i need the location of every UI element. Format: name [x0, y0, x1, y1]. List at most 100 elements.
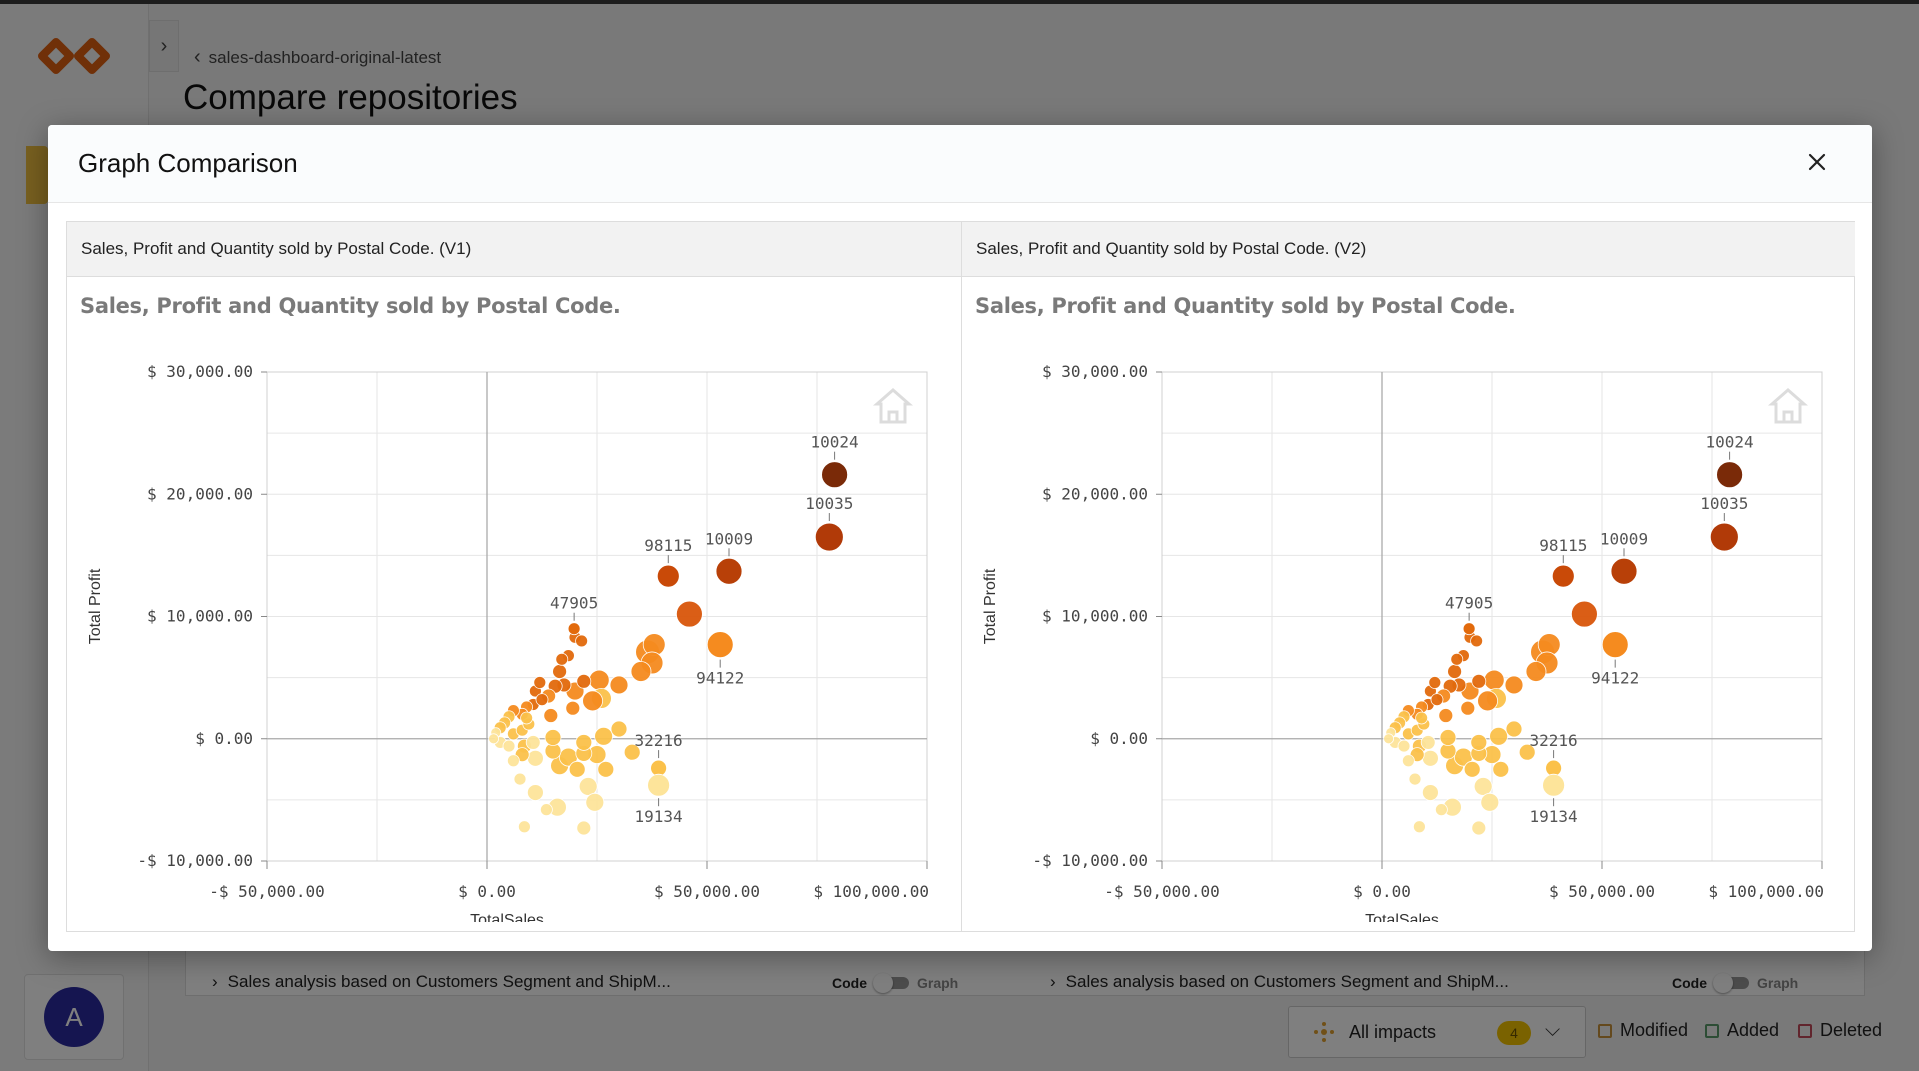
modal-header: Graph Comparison — [48, 125, 1872, 203]
data-point — [1473, 777, 1493, 796]
data-label: 98115 — [1539, 536, 1587, 555]
data-label: 10009 — [1600, 529, 1648, 548]
x-tick-label: $ 100,000.00 — [1708, 882, 1824, 901]
data-point — [609, 675, 629, 695]
data-point — [1408, 772, 1422, 786]
data-point — [525, 735, 541, 750]
data-label: 10009 — [705, 529, 753, 548]
data-point — [1401, 754, 1415, 768]
panel-v1: Sales, Profit and Quantity sold by Posta… — [67, 222, 961, 931]
data-point — [513, 772, 527, 786]
data-point — [650, 759, 667, 777]
data-point — [1504, 675, 1524, 695]
y-tick-label: $ 20,000.00 — [1042, 484, 1148, 503]
data-point — [568, 760, 586, 778]
data-point — [1477, 690, 1498, 712]
home-icon-shape — [1768, 388, 1808, 424]
data-point — [1439, 729, 1457, 746]
data-point — [1716, 461, 1743, 489]
y-axis-label: Total Profit — [87, 568, 104, 644]
data-point — [1489, 726, 1508, 746]
data-point — [706, 631, 734, 659]
data-point — [535, 693, 549, 707]
home-icon-shape — [873, 388, 913, 424]
data-point — [539, 803, 553, 817]
close-icon — [1808, 153, 1826, 171]
data-point — [567, 622, 581, 636]
x-axis-label: TotalSales — [470, 912, 544, 922]
data-label: 19134 — [635, 807, 683, 826]
panel-header: Sales, Profit and Quantity sold by Posta… — [962, 222, 1855, 277]
data-point — [594, 726, 613, 746]
data-point — [1610, 557, 1638, 585]
data-point — [520, 711, 534, 725]
data-point — [1463, 760, 1481, 778]
data-label: 32216 — [1530, 731, 1578, 750]
y-tick-label: $ 0.00 — [195, 729, 253, 748]
data-point — [1450, 652, 1464, 666]
y-tick-label: $ 10,000.00 — [1042, 607, 1148, 626]
data-point — [821, 461, 848, 489]
data-point — [517, 820, 531, 834]
x-tick-label: $ 50,000.00 — [654, 882, 760, 901]
data-point — [1525, 661, 1547, 682]
home-icon — [1768, 388, 1808, 424]
data-label: 94122 — [696, 669, 744, 688]
data-point — [1492, 760, 1510, 778]
panel-header: Sales, Profit and Quantity sold by Posta… — [67, 222, 961, 277]
data-label: 98115 — [644, 536, 692, 555]
data-point — [1483, 669, 1505, 691]
data-label: 32216 — [635, 731, 683, 750]
data-point — [814, 522, 844, 552]
data-point — [1518, 743, 1536, 761]
data-point — [1447, 664, 1463, 679]
data-point — [555, 652, 569, 666]
data-point — [623, 743, 641, 761]
data-label: 47905 — [550, 594, 598, 613]
data-point — [488, 733, 500, 745]
data-point — [552, 664, 568, 679]
data-point — [1428, 676, 1442, 689]
data-point — [565, 700, 581, 716]
data-point — [502, 739, 516, 753]
data-point — [1471, 673, 1487, 689]
x-tick-label: $ 50,000.00 — [1549, 882, 1655, 901]
data-point — [1470, 634, 1483, 648]
chart-title: Sales, Profit and Quantity sold by Posta… — [80, 294, 621, 318]
panel-v2: Sales, Profit and Quantity sold by Posta… — [961, 222, 1855, 931]
data-point — [1462, 622, 1476, 636]
data-label: 94122 — [1591, 669, 1639, 688]
scatter-chart[interactable]: -$ 10,000.00 $ 0.00 $ 10,000.00 $ 20,000.00… — [962, 322, 1856, 922]
x-tick-label: $ 0.00 — [458, 882, 516, 901]
data-point — [1545, 759, 1562, 777]
data-point — [1438, 708, 1454, 723]
data-point — [533, 676, 547, 689]
y-axis-label: Total Profit — [982, 568, 999, 644]
data-point — [575, 734, 593, 751]
data-label: 19134 — [1530, 807, 1578, 826]
y-tick-label: $ 20,000.00 — [147, 484, 253, 503]
chart-title: Sales, Profit and Quantity sold by Posta… — [975, 294, 1516, 318]
data-point — [1434, 803, 1448, 817]
data-point — [526, 749, 544, 767]
data-point — [1421, 784, 1439, 801]
graph-comparison-modal: Graph Comparison Sales, Profit and Quant… — [48, 125, 1872, 951]
data-point — [1421, 749, 1439, 767]
data-label: 10035 — [805, 494, 853, 513]
data-point — [1412, 820, 1426, 834]
data-point — [610, 720, 628, 738]
data-point — [576, 820, 592, 836]
y-tick-label: $ 10,000.00 — [147, 607, 253, 626]
data-label: 10024 — [811, 433, 859, 452]
x-tick-label: $ 100,000.00 — [813, 882, 929, 901]
close-button[interactable] — [1802, 147, 1832, 177]
data-point — [1551, 564, 1575, 588]
data-point — [1460, 700, 1476, 716]
y-tick-label: -$ 10,000.00 — [1032, 851, 1148, 870]
home-icon — [873, 388, 913, 424]
data-point — [582, 690, 603, 712]
data-point — [676, 600, 703, 628]
scatter-chart[interactable]: -$ 10,000.00 $ 0.00 $ 10,000.00 $ 20,000.00… — [67, 322, 961, 922]
y-tick-label: $ 0.00 — [1090, 729, 1148, 748]
data-point — [585, 792, 605, 812]
